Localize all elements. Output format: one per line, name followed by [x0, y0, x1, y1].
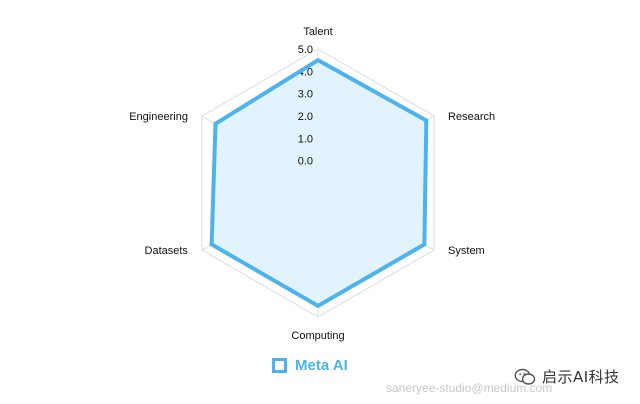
watermark-brand-text: 启示AI科技 — [542, 368, 620, 386]
tick-label: 0.0 — [298, 156, 313, 168]
legend-label-meta-ai: Meta AI — [295, 357, 348, 374]
axis-label-system: System — [448, 245, 485, 257]
legend-swatch-meta-ai — [272, 358, 287, 373]
tick-label: 2.0 — [298, 111, 313, 123]
watermark-brand: 启示AI科技 — [514, 366, 620, 387]
axis-label-computing: Computing — [291, 330, 344, 342]
axis-label-talent: Talent — [303, 26, 332, 38]
tick-label: 1.0 — [298, 133, 313, 145]
series-fill-meta-ai — [211, 60, 427, 306]
legend: Meta AI — [272, 357, 348, 374]
tick-label: 5.0 — [298, 44, 313, 56]
axis-labels: Talent Research System Computing Datasets Eng… — [129, 26, 495, 342]
tick-labels: 0.01.02.03.04.05.0 — [298, 44, 313, 168]
axis-label-engineering: Engineering — [129, 111, 188, 123]
series-line-meta-ai — [209, 57, 429, 309]
wechat-icon — [514, 368, 536, 385]
axis-label-datasets: Datasets — [145, 245, 189, 257]
watermark-url: saneryee-studio@medium.com — [386, 381, 553, 395]
axis-label-research: Research — [448, 111, 495, 123]
series-area-layer — [211, 60, 427, 306]
tick-label: 3.0 — [298, 89, 313, 101]
